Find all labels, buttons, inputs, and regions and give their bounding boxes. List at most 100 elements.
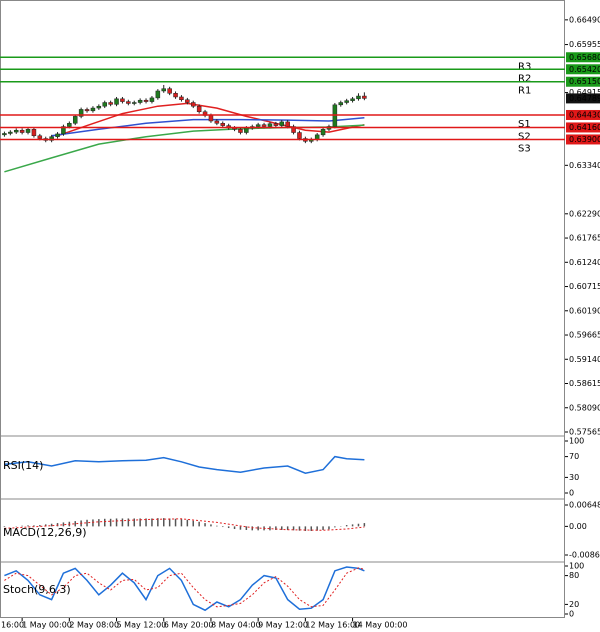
level-price-label: 0.65420	[569, 65, 600, 74]
candle-body	[55, 133, 60, 137]
y-tick-label: 0.63340	[569, 161, 600, 170]
level-name: S1	[518, 119, 531, 130]
candle-body	[356, 95, 361, 100]
plot-frame	[0, 0, 565, 618]
candle-body	[37, 135, 43, 139]
candle-body	[8, 131, 13, 134]
candle-body	[214, 120, 220, 124]
candle-body	[25, 129, 31, 133]
candle-body	[167, 88, 172, 94]
candle-body	[161, 88, 166, 92]
candle-body	[2, 133, 7, 136]
candle-body	[13, 129, 19, 133]
level-name: S2	[518, 131, 531, 142]
candle-body	[196, 105, 202, 113]
y-tick-label: 0.006481	[569, 501, 600, 510]
level-name: S3	[518, 143, 531, 154]
macd-signal	[4, 518, 365, 531]
candle-body	[19, 129, 25, 133]
candle-body	[67, 123, 72, 127]
candle-body	[185, 99, 190, 103]
y-tick-label: 0.64915	[569, 88, 600, 97]
candle-body	[220, 123, 226, 126]
y-tick-label: 0.59665	[569, 331, 600, 340]
y-tick-label: 100	[569, 437, 584, 446]
y-tick-label: 0.61240	[569, 258, 600, 267]
y-tick-label: 0.59140	[569, 355, 600, 364]
candle-body	[344, 100, 349, 103]
candle-body	[120, 98, 125, 102]
candle-body	[90, 107, 96, 112]
x-tick-label: 5 May 12:00	[117, 621, 167, 630]
current-price-box	[566, 93, 600, 104]
candle-body	[261, 124, 267, 127]
candle-body	[96, 105, 102, 109]
candle-body	[291, 126, 296, 133]
indicator-line	[4, 455, 365, 474]
level-price-box	[566, 109, 600, 120]
y-tick-label: 0.57565	[569, 427, 600, 436]
candle-body	[267, 123, 273, 127]
x-tick-label: 1 May 00:00	[22, 621, 72, 630]
current-price-label: 0.64789	[569, 94, 600, 103]
x-tick-label: 14 May 00:00	[353, 621, 408, 630]
level-price-label: 0.65150	[569, 77, 600, 86]
candle-body	[238, 129, 243, 133]
candle-body	[102, 102, 107, 107]
candle-body	[108, 102, 113, 105]
candle-body	[350, 98, 355, 101]
y-tick-label: 20	[569, 600, 579, 609]
candle-body	[191, 102, 196, 107]
candle-body	[126, 101, 131, 104]
indicator-line	[4, 567, 365, 608]
y-tick-label: 0.58615	[569, 379, 600, 388]
y-tick-label: 100	[569, 562, 584, 571]
candle-body	[155, 90, 161, 99]
x-tick-label: 16:00	[1, 621, 24, 630]
level-name: R2	[518, 73, 531, 84]
y-tick-label: 70	[569, 452, 579, 461]
candle-body	[49, 136, 54, 141]
x-tick-label: 2 May 08:00	[69, 621, 119, 630]
candle-body	[255, 124, 261, 127]
y-tick-label: 30	[569, 473, 579, 482]
level-price-label: 0.64430	[569, 110, 600, 119]
candle-body	[149, 97, 155, 102]
y-tick-label: 0.00	[569, 522, 587, 531]
candle-body	[31, 129, 37, 137]
y-tick-label: 0.60190	[569, 306, 600, 315]
level-name: R1	[518, 86, 531, 97]
candle-body	[279, 121, 285, 126]
level-price-label: 0.64160	[569, 123, 600, 132]
candle-body	[173, 93, 178, 98]
x-tick-label: 9 May 12:00	[258, 621, 308, 630]
y-tick-label: 80	[569, 571, 579, 580]
candle-body	[143, 99, 149, 102]
y-tick-label: 0.62290	[569, 209, 600, 218]
candle-body	[285, 121, 290, 127]
candle-body	[320, 129, 326, 136]
y-tick-label: 0.60715	[569, 282, 600, 291]
indicator-line	[4, 566, 365, 612]
y-tick-label: 0	[569, 610, 574, 619]
y-tick-label: 0	[569, 489, 574, 498]
candle-body	[72, 116, 78, 124]
panel-title: MACD(12,26,9)	[3, 526, 87, 539]
candle-body	[297, 132, 302, 139]
panel-title: Stoch(9,6,3)	[3, 583, 71, 596]
candle-body	[338, 102, 344, 106]
level-price-box	[566, 122, 600, 133]
y-tick-label: 0.65955	[569, 40, 600, 49]
candle-body	[273, 123, 279, 126]
candle-body	[244, 127, 249, 133]
candle-body	[114, 98, 119, 105]
y-tick-label: -0.008677	[569, 551, 600, 560]
level-price-box	[566, 52, 600, 63]
level-price-label: 0.63900	[569, 135, 600, 144]
candle-body	[84, 109, 90, 112]
candle-body	[131, 102, 137, 104]
level-price-box	[566, 76, 600, 87]
level-name: R3	[518, 61, 531, 72]
